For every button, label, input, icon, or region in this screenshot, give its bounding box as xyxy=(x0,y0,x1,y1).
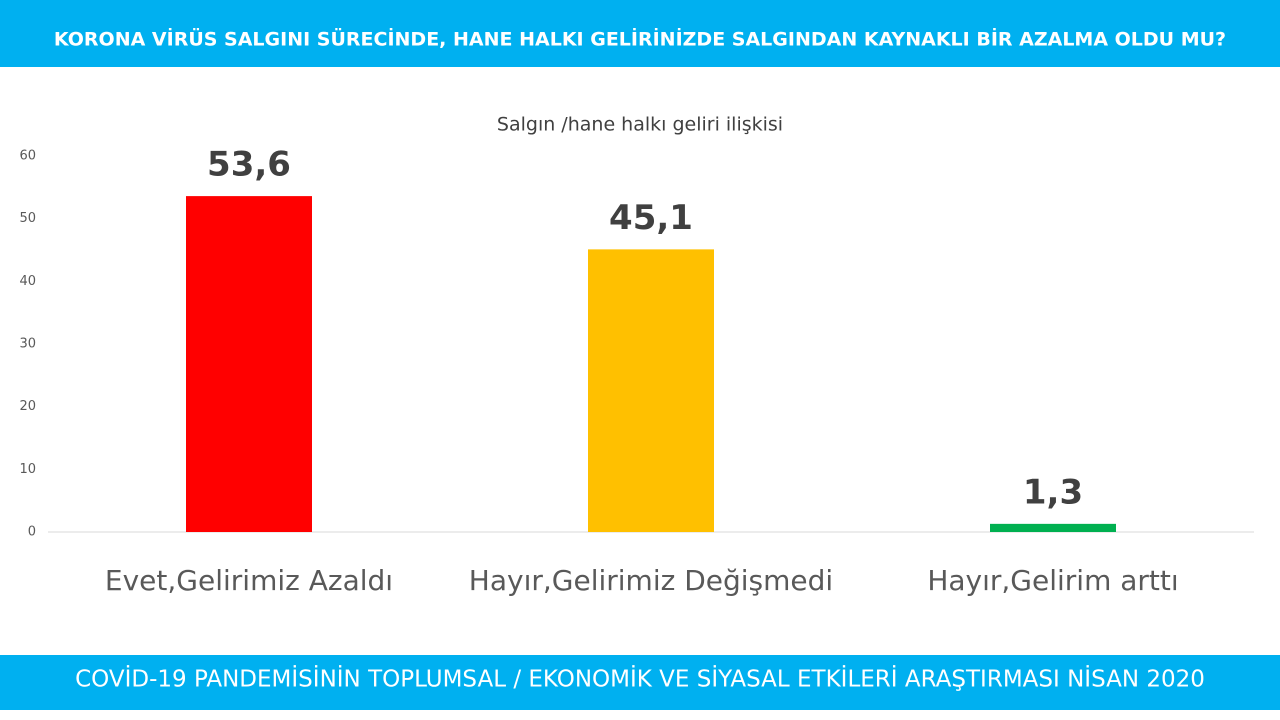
header-title: KORONA VİRÜS SALGINI SÜRECİNDE, HANE HAL… xyxy=(54,27,1226,51)
bar xyxy=(990,523,1116,532)
y-tick-label: 10 xyxy=(19,462,36,477)
value-label: 53,6 xyxy=(207,145,291,185)
chart-title: Salgın /hane halkı geliri ilişkisi xyxy=(497,114,783,136)
y-tick-label: 40 xyxy=(19,274,36,289)
bar xyxy=(186,196,312,532)
y-tick-label: 20 xyxy=(19,399,36,414)
value-label: 1,3 xyxy=(1023,472,1083,512)
footer-band xyxy=(0,655,1280,710)
header-band xyxy=(0,0,1280,67)
x-tick-label: Hayır,Gelirimiz Değişmedi xyxy=(469,564,833,597)
y-tick-label: 30 xyxy=(19,337,36,352)
y-tick-label: 60 xyxy=(19,149,36,164)
y-tick-label: 50 xyxy=(19,211,36,226)
x-tick-label: Evet,Gelirimiz Azaldı xyxy=(105,564,393,597)
value-label: 45,1 xyxy=(609,198,693,238)
y-tick-label: 0 xyxy=(28,525,36,540)
footer-text: COVİD-19 PANDEMİSİNİN TOPLUMSAL / EKONOM… xyxy=(75,665,1205,693)
bar xyxy=(588,249,714,532)
x-tick-label: Hayır,Gelirim arttı xyxy=(927,564,1178,597)
